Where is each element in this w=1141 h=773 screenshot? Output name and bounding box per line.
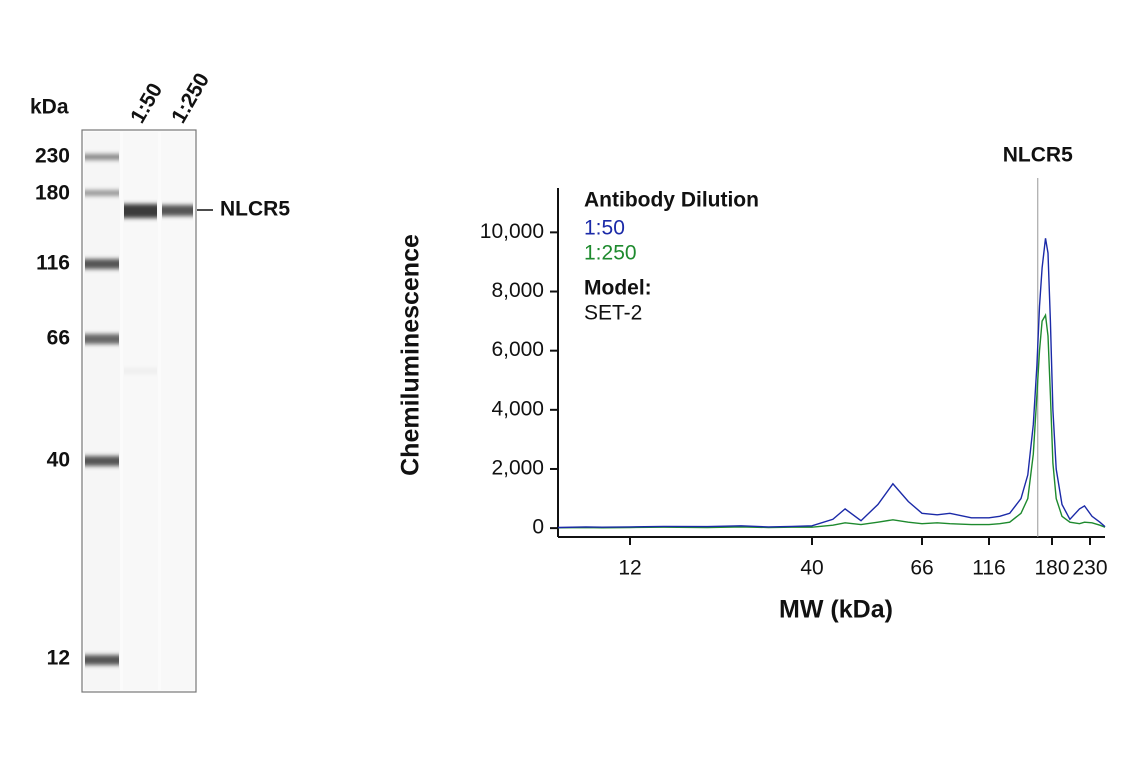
legend-entry: 1:50: [584, 217, 625, 240]
unit-label: kDa: [30, 96, 69, 119]
ladder-band: [85, 154, 119, 160]
ladder-lane: [84, 132, 120, 690]
x-tick-label: 116: [972, 557, 1005, 580]
marker-label: 12: [47, 647, 70, 670]
legend-entry: 1:250: [584, 242, 637, 265]
marker-label: 230: [35, 145, 70, 168]
x-axis-label: MW (kDa): [779, 596, 893, 624]
y-tick-label: 0: [532, 516, 544, 539]
x-tick-label: 66: [910, 557, 933, 580]
marker-label: 116: [36, 252, 70, 275]
y-tick-label: 2,000: [491, 457, 544, 480]
ladder-band: [85, 456, 119, 466]
ladder-band: [85, 190, 119, 196]
band-label: NLCR5: [220, 198, 290, 221]
y-tick-label: 8,000: [491, 279, 544, 302]
lane-label: 1:250: [167, 69, 214, 127]
x-tick-label: 180: [1034, 557, 1069, 580]
ladder-band: [85, 655, 119, 665]
annotation-label: NLCR5: [1003, 144, 1073, 167]
series-line: [557, 238, 1106, 529]
note: Model:: [584, 277, 652, 300]
y-tick-label: 6,000: [491, 338, 544, 361]
marker-label: 66: [47, 327, 70, 350]
chart: Antibody Dilution Model: SET-2 Chemilumi…: [397, 144, 1108, 624]
gel: kDa 1:50 1:250 230 180 116 66 40 12 NLCR…: [30, 69, 290, 693]
marker-label: 40: [47, 449, 70, 472]
y-tick-label: 4,000: [491, 397, 544, 420]
ladder-band: [85, 334, 119, 344]
marker-label: 180: [35, 182, 70, 205]
y-axis-label: Chemiluminescence: [397, 234, 425, 476]
series-line: [557, 313, 1106, 529]
sample-band: [162, 205, 193, 216]
note: SET-2: [584, 302, 642, 325]
lane-label: 1:50: [126, 79, 167, 127]
x-tick-label: 40: [800, 557, 823, 580]
sample-lane: [161, 132, 194, 690]
legend-title: Antibody Dilution: [584, 189, 759, 212]
sample-band: [124, 204, 157, 218]
x-tick-label: 230: [1072, 557, 1107, 580]
faint-band: [124, 368, 157, 374]
y-tick-label: 10,000: [480, 220, 544, 243]
sample-lane: [123, 132, 158, 690]
bands: [85, 154, 193, 665]
x-tick-label: 12: [618, 557, 641, 580]
ladder-band: [85, 259, 119, 269]
